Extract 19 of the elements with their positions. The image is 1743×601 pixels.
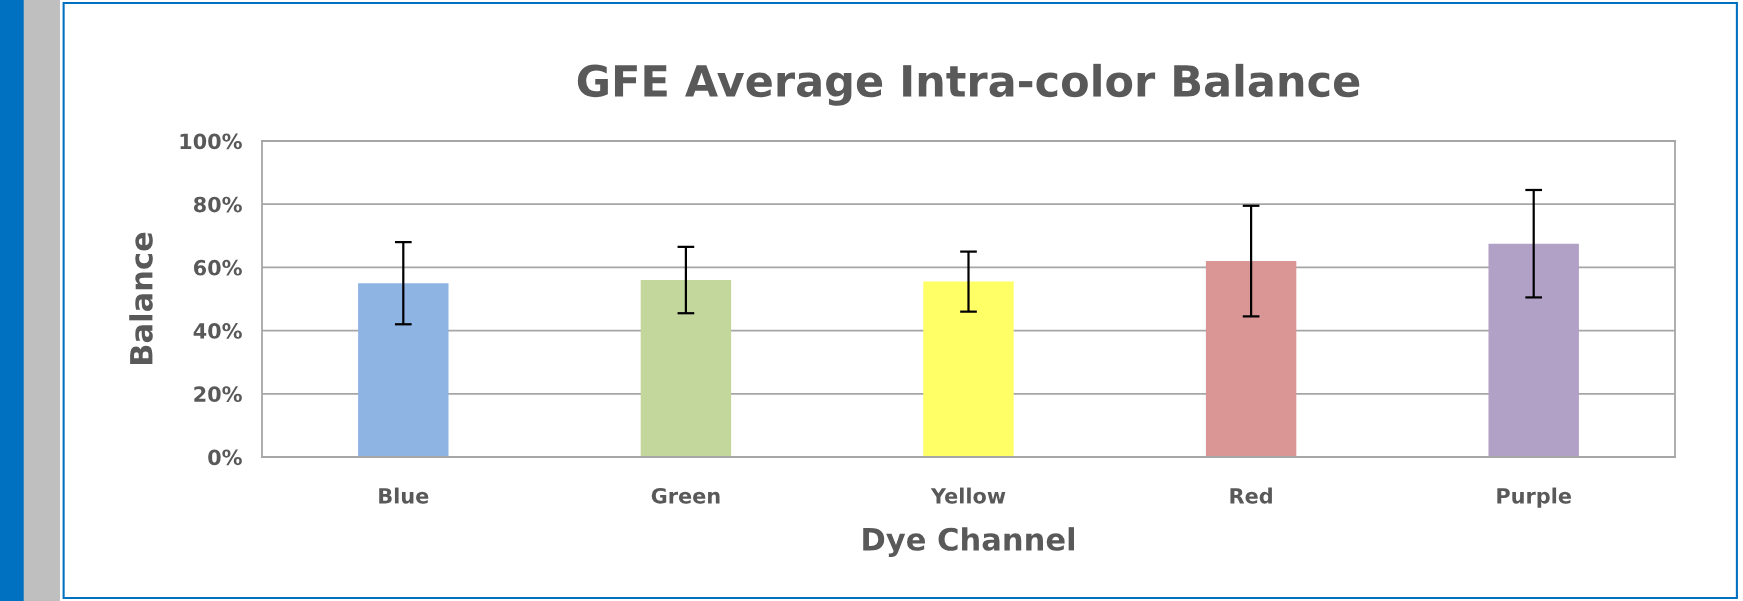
y-tick-label: 100%	[180, 133, 242, 150]
bar	[1488, 243, 1579, 457]
bar	[923, 281, 1014, 457]
x-tick-label: Blue	[379, 487, 429, 504]
x-tick-label: Green	[651, 487, 720, 504]
x-tick-label: Purple	[1497, 487, 1571, 508]
y-tick-label: 0%	[208, 449, 242, 466]
y-tick-label: 40%	[193, 323, 242, 339]
x-tick-label: Red	[1230, 487, 1272, 504]
chart-title: GFE Average Intra-color Balance	[577, 63, 1360, 106]
bar	[1205, 261, 1297, 457]
y-axis-title: Balance	[129, 232, 153, 364]
y-tick-label: 80%	[193, 196, 242, 213]
y-tick-label: 20%	[194, 386, 242, 403]
x-axis-title: Dye Channel	[863, 527, 1074, 557]
bar	[640, 280, 732, 457]
x-tick-label: Yellow	[930, 487, 1006, 504]
y-tick-label: 60%	[193, 259, 242, 276]
bar	[358, 283, 449, 457]
